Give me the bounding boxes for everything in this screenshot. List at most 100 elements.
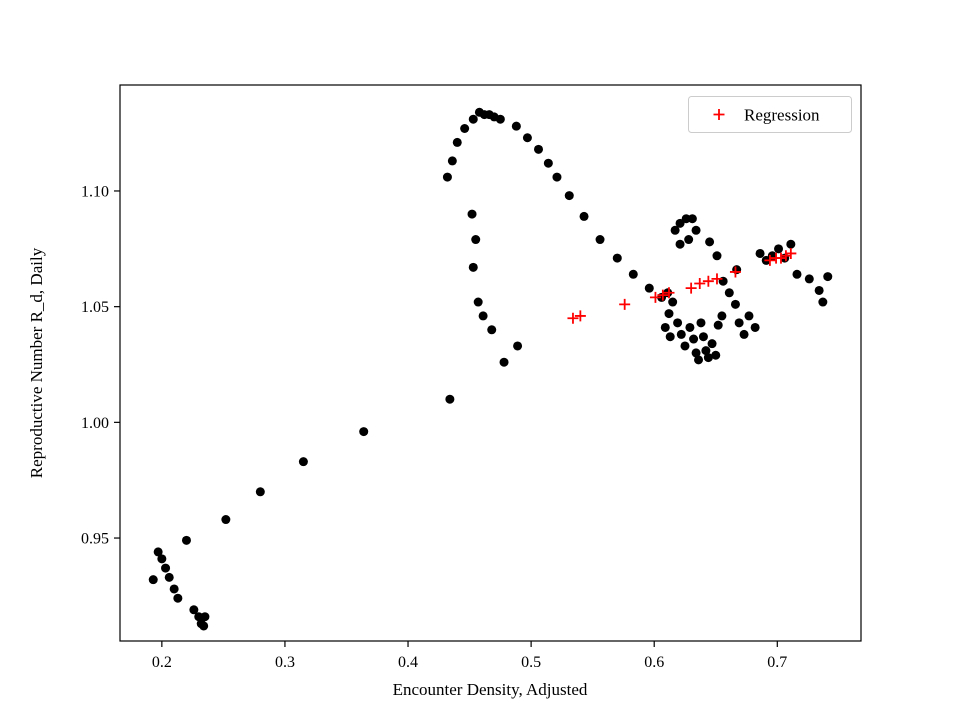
- data-point: [173, 593, 183, 603]
- data-point: [730, 299, 740, 309]
- x-tick-label: 0.7: [767, 654, 787, 671]
- axis-ticks: 0.2 0.3 0.4 0.5 0.6 0.7 0.95 1.00 1.05 1.10: [81, 183, 787, 671]
- data-point: [660, 322, 670, 332]
- data-point: [189, 605, 199, 615]
- data-point: [724, 288, 734, 298]
- data-point: [181, 535, 191, 545]
- y-tick-label: 1.05: [81, 299, 109, 316]
- data-point: [468, 114, 478, 124]
- data-point: [739, 329, 749, 339]
- data-point: [467, 209, 477, 219]
- data-point: [534, 144, 544, 154]
- data-point: [665, 332, 675, 342]
- data-point: [200, 612, 210, 622]
- data-point: [711, 350, 721, 360]
- regression-marker: [711, 273, 723, 285]
- data-point: [298, 457, 308, 467]
- x-tick-label: 0.6: [644, 654, 664, 671]
- data-point: [786, 239, 796, 249]
- regression-marker: [694, 278, 706, 290]
- data-point: [698, 332, 708, 342]
- data-point: [673, 318, 683, 328]
- y-tick-label: 1.00: [81, 415, 109, 432]
- regression-marker: [785, 247, 797, 259]
- data-point: [473, 297, 483, 307]
- data-point: [552, 172, 562, 182]
- regression-marker: [764, 254, 776, 266]
- data-point: [499, 357, 509, 367]
- data-point: [471, 235, 481, 245]
- legend: Regression: [688, 96, 852, 133]
- data-point: [707, 339, 717, 349]
- data-point: [774, 244, 784, 254]
- data-point: [478, 311, 488, 321]
- data-point: [684, 235, 694, 245]
- y-axis-label: Reproductive Number R_d, Daily: [27, 247, 46, 478]
- data-point: [713, 320, 723, 330]
- data-point: [712, 251, 722, 261]
- data-point: [452, 137, 462, 147]
- data-point: [221, 515, 231, 525]
- y-tick-label: 0.95: [81, 531, 109, 548]
- data-point: [691, 225, 701, 235]
- data-point: [664, 309, 674, 319]
- data-point: [818, 297, 828, 307]
- data-point: [804, 274, 814, 284]
- data-point: [744, 311, 754, 321]
- data-point: [442, 172, 452, 182]
- data-point: [675, 218, 685, 228]
- data-point: [823, 272, 833, 282]
- data-point: [668, 297, 678, 307]
- regression-marker: [649, 291, 661, 303]
- data-point: [164, 572, 174, 582]
- data-point: [495, 114, 505, 124]
- data-point: [681, 214, 691, 224]
- data-point: [628, 269, 638, 279]
- data-point: [644, 283, 654, 293]
- data-point: [685, 322, 695, 332]
- regression-marker: [702, 275, 714, 287]
- legend-box: [688, 96, 852, 133]
- regression-marker: [663, 287, 675, 299]
- regression-marker: [567, 312, 579, 324]
- data-point: [689, 334, 699, 344]
- data-point: [694, 355, 704, 365]
- data-point: [153, 547, 163, 557]
- data-point: [460, 123, 470, 133]
- data-point: [675, 239, 685, 249]
- data-point: [814, 285, 824, 295]
- data-point: [199, 621, 209, 631]
- regression-marker: [775, 252, 787, 264]
- data-point: [513, 341, 523, 351]
- x-tick-label: 0.3: [275, 654, 295, 671]
- plot-area: [119, 84, 862, 642]
- data-point: [169, 584, 179, 594]
- x-axis-label: Encounter Density, Adjusted: [393, 680, 588, 699]
- regression-marker: [780, 250, 792, 262]
- data-point: [755, 248, 765, 258]
- regression-marker: [574, 310, 586, 322]
- data-point: [487, 325, 497, 335]
- data-point: [564, 191, 574, 201]
- data-point: [157, 554, 167, 564]
- data-point: [148, 575, 158, 585]
- data-point: [359, 427, 369, 437]
- legend-entry-label: Regression: [744, 106, 820, 125]
- data-point: [696, 318, 706, 328]
- data-point: [447, 156, 457, 166]
- data-point: [612, 253, 622, 263]
- data-point: [595, 235, 605, 245]
- regression-marker: [619, 298, 631, 310]
- data-point: [705, 237, 715, 247]
- data-point: [468, 262, 478, 272]
- data-point: [703, 353, 713, 363]
- data-point: [543, 158, 553, 168]
- x-tick-label: 0.2: [152, 654, 172, 671]
- data-point: [750, 322, 760, 332]
- regression-marker: [685, 282, 697, 294]
- legend-plus-marker-icon: [713, 109, 725, 120]
- data-point: [792, 269, 802, 279]
- regression-marker: [729, 266, 741, 278]
